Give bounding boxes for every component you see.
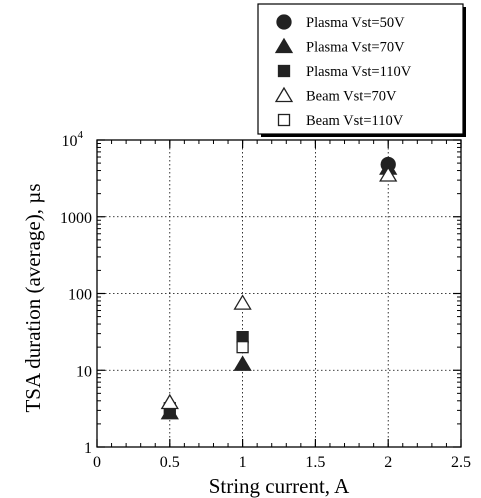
legend-marker (277, 113, 291, 127)
x-tick-label: 0.5 (160, 454, 180, 471)
legend-marker (276, 14, 292, 30)
grid (97, 140, 461, 447)
x-tick-label: 2 (384, 454, 392, 471)
y-tick-label: 10 (76, 363, 92, 380)
data-point (236, 340, 249, 354)
x-tick-label: 1 (239, 454, 247, 471)
legend-marker (274, 86, 294, 103)
x-axis-label: String current, A (209, 474, 350, 498)
data-point (379, 166, 398, 182)
data-point (233, 355, 252, 371)
y-tick-label: 1000 (60, 210, 92, 227)
x-tick-label: 2.5 (451, 454, 471, 471)
x-tick-label: 0 (93, 454, 101, 471)
y-tick-exponent: 4 (78, 129, 84, 141)
axes (96, 139, 462, 448)
y-tick-label: 100 (68, 287, 92, 304)
legend-label: Beam Vst=70V (306, 89, 397, 105)
y-axis-label: TSA duration (average), µs (21, 183, 45, 412)
legend-marker (277, 64, 291, 78)
data-point (236, 330, 249, 344)
legend-label: Plasma Vst=50V (306, 15, 405, 31)
y-tick-label: 1 (84, 440, 92, 457)
legend: Plasma Vst=50V Plasma Vst=70V Plasma Vst=1… (257, 3, 466, 137)
legend-label: Beam Vst=110V (306, 113, 404, 129)
legend-label: Plasma Vst=110V (306, 64, 412, 80)
tick-labels: 0 0.5 1 1.5 2 2.5 1 10 100 1000 104 (60, 129, 471, 471)
y-tick-label: 104 (62, 129, 84, 150)
x-tick-label: 1.5 (305, 454, 325, 471)
legend-box (257, 3, 464, 135)
data-point (233, 294, 252, 310)
data-points (160, 156, 398, 420)
legend-label: Plasma Vst=70V (306, 40, 405, 56)
legend-marker (274, 37, 294, 54)
data-point (160, 393, 179, 410)
